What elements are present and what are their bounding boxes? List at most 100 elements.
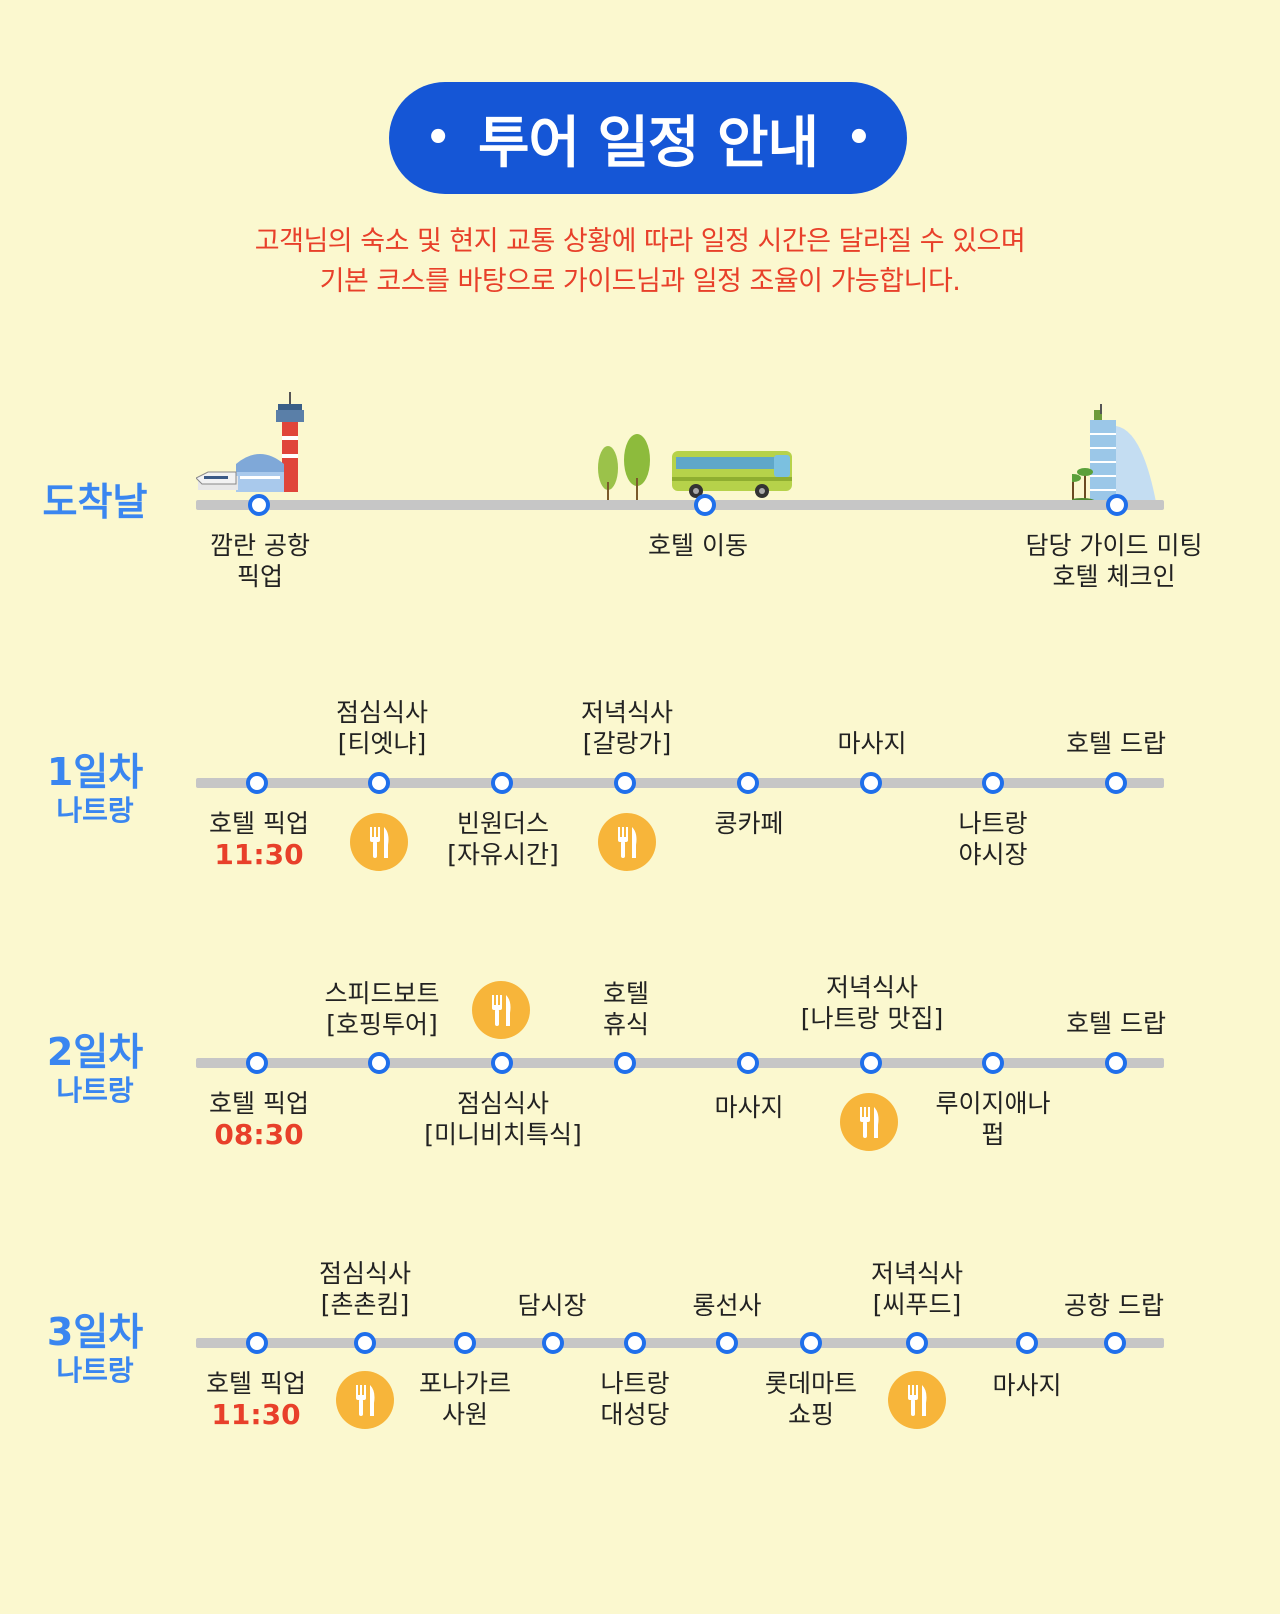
stop-label-text: 휴식 (602, 1010, 650, 1039)
fork-knife-glyph (860, 1107, 879, 1138)
stop-label-text: 저녁식사 (870, 1259, 964, 1288)
stop-label: 스피드보트 [호핑투어] (324, 978, 439, 1040)
stop-label: 마사지 (714, 1092, 783, 1123)
stop-label: 호텔 픽업 08:30 (209, 1088, 309, 1150)
stop-label-text: 픽업 (236, 562, 284, 591)
stop-marker (542, 1332, 564, 1354)
stop-label-text: 깜란 공항 (210, 531, 310, 560)
stop-label: 포나가르 사원 (419, 1368, 511, 1430)
stop-label-text: 호텔 체크인 (1052, 562, 1176, 591)
stop-label: 저녁식사 [나트랑 맛집] (801, 972, 943, 1034)
stop-label-text: 포나가르 (418, 1369, 512, 1398)
stop-label-text: 호텔 드랍 (1066, 1009, 1166, 1038)
stop-label: 마사지 (837, 728, 906, 759)
stop-label-text: 대성당 (600, 1400, 670, 1429)
stop-label-text: 호텔 픽업 (206, 1369, 306, 1398)
stop-label-text: 나트랑 (958, 809, 1028, 838)
stop-label-text: 스피드보트 (324, 979, 440, 1008)
stop-label-text: 쇼핑 (787, 1400, 835, 1429)
pickup-time: 08:30 (214, 1118, 304, 1151)
timeline-track-day2 (196, 1058, 1164, 1068)
stop-label-text: 마사지 (992, 1371, 1062, 1400)
stop-label: 빈원더스 [자유시간] (447, 808, 559, 870)
stop-label: 점심식사 [미니비치특식] (424, 1088, 582, 1150)
stop-label-text: 나트랑 (600, 1369, 670, 1398)
stop-label: 깜란 공항 픽업 (210, 530, 310, 592)
city-name: 나트랑 (56, 1074, 134, 1107)
day-label-1: 1일차 나트랑 (30, 750, 160, 828)
stop-label-text: 공항 드랍 (1064, 1291, 1164, 1320)
title-dot-left: • (425, 115, 451, 161)
stop-label-text: 점심식사 (318, 1259, 412, 1288)
stop-label-text: [티엣냐] (337, 729, 427, 758)
stop-marker (491, 1052, 513, 1074)
stop-label-text: [씨푸드] (872, 1290, 962, 1319)
stop-label-text: 점심식사 (335, 698, 429, 727)
stop-marker (694, 494, 716, 516)
notice-line-1: 고객님의 숙소 및 현지 교통 상황에 따라 일정 시간은 달라질 수 있으며 (254, 226, 1026, 257)
stop-marker (454, 1332, 476, 1354)
stop-marker (982, 1052, 1004, 1074)
stop-label: 루이지애나 펍 (935, 1088, 1050, 1150)
stop-label-text: 마사지 (714, 1093, 784, 1122)
stop-label-text: [자유시간] (447, 840, 559, 869)
stop-label: 호텔 이동 (648, 530, 748, 561)
stop-label: 마사지 (992, 1370, 1061, 1401)
stop-label-text: 호텔 이동 (648, 531, 748, 560)
stop-marker (860, 1052, 882, 1074)
stop-label-text: 사원 (441, 1400, 489, 1429)
stop-label: 공항 드랍 (1064, 1290, 1164, 1321)
title-dot-right: • (846, 115, 872, 161)
stop-marker (624, 1332, 646, 1354)
stop-label: 점심식사 [촌촌킴] (319, 1258, 411, 1320)
stop-marker (246, 1052, 268, 1074)
stop-label-text: [호핑투어] (326, 1010, 438, 1039)
stop-marker (614, 1052, 636, 1074)
day-title: 1일차 (46, 750, 144, 794)
stop-label: 호텔 드랍 (1066, 728, 1166, 759)
stop-label: 담당 가이드 미팅 호텔 체크인 (1026, 530, 1203, 592)
stop-marker (737, 772, 759, 794)
pickup-time: 11:30 (214, 838, 304, 871)
stop-label-text: 루이지애나 (935, 1089, 1051, 1118)
day-label-arrival: 도착날 (30, 480, 160, 524)
stop-label-text: [미니비치특식] (424, 1120, 582, 1149)
pickup-time: 11:30 (211, 1398, 301, 1431)
stop-marker (982, 772, 1004, 794)
stop-label: 콩카페 (714, 808, 783, 839)
stop-label-text: 롯데마트 (764, 1369, 858, 1398)
timeline-track-day3 (196, 1338, 1164, 1348)
stop-label: 나트랑 대성당 (600, 1368, 669, 1430)
stop-marker (906, 1332, 928, 1354)
fork-knife-glyph (356, 1385, 375, 1416)
stop-marker (246, 772, 268, 794)
stop-label: 저녁식사 [씨푸드] (871, 1258, 963, 1320)
stop-label-text: 담당 가이드 미팅 (1025, 531, 1203, 560)
stop-label-text: 빈원더스 (456, 809, 550, 838)
page-title: 투어 일정 안내 (477, 110, 819, 176)
stop-marker (716, 1332, 738, 1354)
stop-marker (1105, 772, 1127, 794)
day-title: 2일차 (46, 1030, 144, 1074)
stop-marker (354, 1332, 376, 1354)
stop-marker (1016, 1332, 1038, 1354)
hotel-icon (1072, 404, 1156, 504)
fork-knife-icon (888, 1371, 946, 1429)
timeline-track-arrival (196, 500, 1164, 510)
fork-knife-icon (472, 981, 530, 1039)
stop-marker (1106, 494, 1128, 516)
stop-label: 호텔 휴식 (603, 978, 649, 1040)
stop-marker (737, 1052, 759, 1074)
stop-label: 담시장 (517, 1290, 586, 1321)
stop-label-text: 호텔 픽업 (209, 809, 309, 838)
stop-label: 저녁식사 [갈랑가] (581, 697, 673, 759)
stop-label-text: 콩카페 (714, 809, 784, 838)
schedule-notice: 고객님의 숙소 및 현지 교통 상황에 따라 일정 시간은 달라질 수 있으며 … (0, 222, 1280, 302)
stop-marker (1104, 1332, 1126, 1354)
stop-label-text: 마사지 (837, 729, 907, 758)
fork-knife-glyph (492, 995, 511, 1026)
day-label-2: 2일차 나트랑 (30, 1030, 160, 1108)
stop-marker (1105, 1052, 1127, 1074)
stop-marker (368, 1052, 390, 1074)
stop-marker (614, 772, 636, 794)
